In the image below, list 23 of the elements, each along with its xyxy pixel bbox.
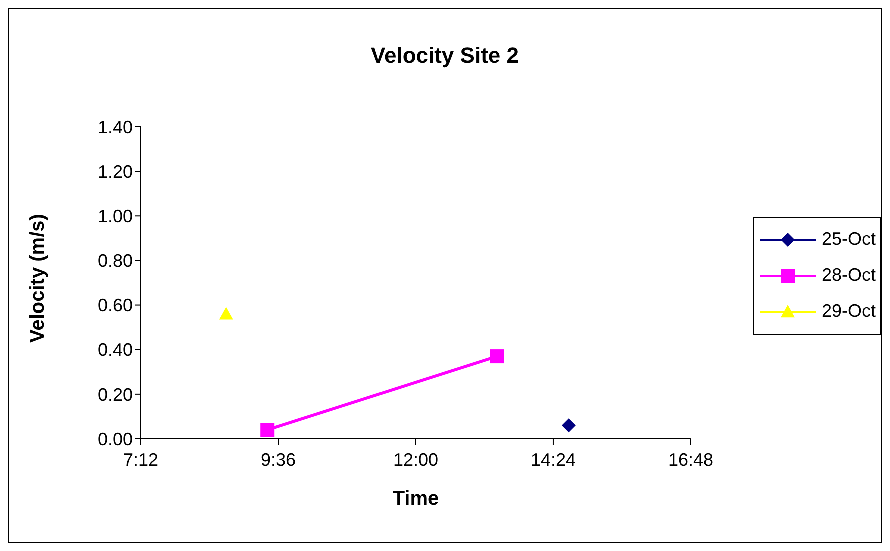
point: [219, 307, 234, 320]
point: [260, 423, 275, 438]
y-tick-label: 0.80: [98, 251, 133, 272]
x-tick-label: 12:00: [393, 450, 439, 470]
y-tick-label: 0.20: [98, 384, 133, 405]
x-tick-label: 7:12: [123, 450, 159, 470]
x-tick-label: 14:24: [530, 450, 576, 470]
x-tick-label: 16:48: [668, 450, 714, 470]
y-tick-label: 1.00: [98, 206, 133, 227]
point: [562, 418, 576, 433]
legend-label: 28-Oct: [822, 265, 876, 286]
chart-title: Velocity Site 2: [370, 43, 520, 69]
legend-label: 29-Oct: [822, 301, 876, 322]
point: [490, 350, 504, 364]
x-tick-label: 9:36: [260, 450, 296, 470]
y-axis-title: Velocity (m/s): [27, 214, 50, 343]
y-tick-label: 0.00: [98, 429, 133, 450]
y-tick-label: 0.60: [98, 296, 133, 316]
y-tick-label: 1.20: [98, 162, 133, 182]
x-axis-title: Time: [392, 488, 440, 510]
legend-label: 25-Oct: [822, 229, 876, 250]
y-tick-label: 0.40: [98, 340, 133, 360]
y-tick-label: 1.40: [98, 117, 133, 138]
